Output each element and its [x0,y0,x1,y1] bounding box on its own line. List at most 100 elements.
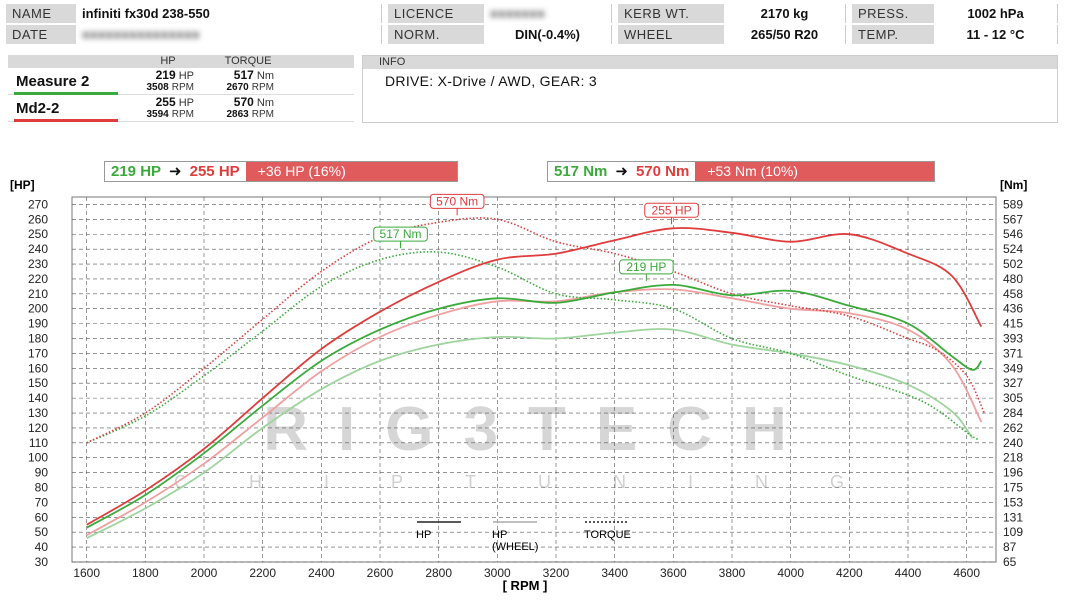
x-tick-label: 2800 [425,566,452,580]
y2-tick-label: 589 [1003,197,1023,211]
wheel-label: WHEEL [618,25,724,44]
info-box: INFO DRIVE: X-Drive / AWD, GEAR: 3 [362,55,1058,123]
torque-comparison-box: 517 Nm ➜ 570 Nm +53 Nm (10%) [547,161,935,182]
x-tick-label: 1600 [73,566,100,580]
temp-value: 11 - 12 °C [934,25,1058,44]
measure-color-line [14,91,118,95]
x-tick-label: 2400 [308,566,335,580]
x-tick-label: 3800 [719,566,746,580]
series-lines [86,217,986,540]
annotation-label: 517 Nm [380,227,422,241]
measure-color-line [14,118,118,122]
y2-tick-label: 458 [1003,287,1023,301]
rpm-unit: RPM [171,81,194,93]
measure-name: Measure 2 [16,72,90,90]
y-tick-label: 270 [28,197,48,211]
y2-tick-label: 262 [1003,421,1023,435]
y-tick-label: 140 [28,391,48,405]
y-tick-label: 120 [28,421,48,435]
legend-torque-label: TORQUE [584,529,631,541]
y-tick-label: 200 [28,302,48,316]
y2-tick-label: 131 [1003,510,1023,524]
measure-hp-cell: 219 HP 3508 RPM [128,67,208,93]
x-tick-label: 4400 [895,566,922,580]
annotation-label: 219 HP [626,260,666,274]
y2-tick-label: 567 [1003,212,1023,226]
grid [71,196,997,563]
x-tick-label: 3600 [660,566,687,580]
y2-tick-label: 109 [1003,525,1023,539]
kerb-value: 2170 kg [724,4,846,23]
measure-hp-value: 255 [155,94,176,109]
y-tick-label: 190 [28,317,48,331]
x-tick-label: 1800 [132,566,159,580]
measure-hp-value: 219 [155,67,176,82]
y-tick-label: 220 [28,272,48,286]
hp-delta: +36 HP (16%) [245,162,457,181]
measure-name-cell: Md2-2 [8,99,128,122]
y2-tick-label: 502 [1003,257,1023,271]
y2-tick-label: 153 [1003,495,1023,509]
y-tick-label: 100 [28,451,48,465]
y2-tick-label: 349 [1003,361,1023,375]
y2-tick-label: 436 [1003,302,1023,316]
annotation-box [373,226,428,242]
date-label: DATE [6,25,76,44]
y-tick-label: 80 [35,481,49,495]
date-value: ■■■■■■■■■■■■■■■ [76,25,382,44]
y-tick-label: 90 [35,466,49,480]
x-tick-label: 2200 [249,566,276,580]
y2-tick-label: 415 [1003,317,1023,331]
tq-from: 517 Nm [554,163,608,180]
x-axis-label: [ RPM ] [503,578,548,593]
y-tick-label: 70 [35,495,49,509]
licence-value: ■■■■■■■ [484,4,612,23]
annotations: 570 Nm 255 HP 517 Nm 219 HP [373,193,699,281]
measure-tq-rpm: 2670 [226,81,249,93]
measure-name: Md2-2 [16,99,60,117]
x-tick-label: 4200 [836,566,863,580]
name-value: infiniti fx30d 238-550 [76,4,382,23]
measure-tq-value: 570 [233,94,254,109]
y-tick-label: 60 [35,510,49,524]
x-tick-label: 3400 [601,566,628,580]
measure-hp-rpm: 3594 [146,108,169,120]
y2-tick-label: 371 [1003,346,1023,360]
info-label: INFO [363,56,1057,69]
legend-hp-wheel-line: HP [492,529,507,541]
y-tick-label: 30 [35,555,49,569]
x-tick-label: 4600 [953,566,980,580]
y2-tick-label: 65 [1003,555,1017,569]
watermark-line-1: RIG3TECH [263,395,816,464]
legend-hp-label: HP [416,529,431,541]
y2-tick-label: 393 [1003,332,1023,346]
series-md2-2-hp [86,227,983,526]
measure-tq-cell: 517 Nm 2670 RPM [208,69,288,93]
series-measure-2-hp-wheel [86,328,974,540]
x-tick-label: 3000 [484,566,511,580]
y-tick-label: 130 [28,406,48,420]
annotation-label: 570 Nm [436,194,478,208]
y-tick-label: 180 [28,332,48,346]
y-tick-label: 210 [28,287,48,301]
kerb-label: KERB WT. [618,4,724,23]
series-md2-2-torque [86,217,986,444]
x-tick-label: 2600 [367,566,394,580]
y2-tick-label: 305 [1003,391,1023,405]
y2-tick-label: 87 [1003,540,1017,554]
y-axis-label: [HP] [10,178,35,192]
measure-tq-cell: 570 Nm 2863 RPM [208,94,288,120]
y-tick-label: 50 [35,525,49,539]
hp-to: 255 HP [189,163,240,180]
col-torque-header: TORQUE [224,55,272,67]
rpm-unit: RPM [251,108,274,120]
y2-tick-label: 546 [1003,227,1023,241]
watermark: RIG3TECH CHIPTUNING [174,395,844,492]
y2-tick-label: 175 [1003,481,1023,495]
licence-label: LICENCE [388,4,484,23]
annotation-box [644,202,699,218]
wheel-value: 265/50 R20 [724,25,846,44]
hp-comparison-box: 219 HP ➜ 255 HP +36 HP (16%) [104,161,458,182]
measure-tq-rpm: 2863 [226,108,249,120]
